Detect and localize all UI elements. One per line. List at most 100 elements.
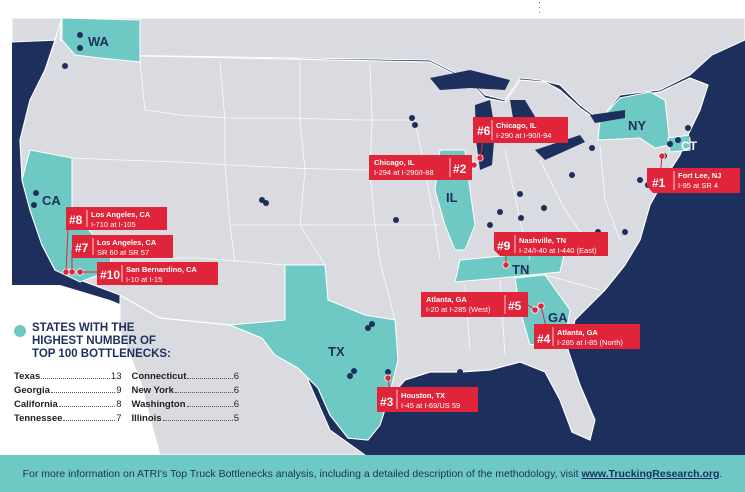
bottleneck-dot xyxy=(365,325,371,331)
legend-leader xyxy=(187,378,233,379)
bottleneck-dot xyxy=(393,217,399,223)
legend-count: 7 xyxy=(116,413,122,424)
callout-road: I-285 at I-85 (North) xyxy=(557,338,623,347)
canada-land xyxy=(11,17,745,121)
callout-rank: #8 xyxy=(69,213,83,227)
state-label-tn: TN xyxy=(512,262,529,277)
callout-road: SR 60 at SR 57 xyxy=(97,248,149,257)
callout-rank: #2 xyxy=(453,162,467,176)
legend-count: 6 xyxy=(233,399,239,410)
bottleneck-dot xyxy=(485,372,491,378)
footer-bar: For more information on ATRI's Top Truck… xyxy=(0,455,745,492)
bottleneck-dot xyxy=(385,369,391,375)
callout-city: Houston, TX xyxy=(401,391,445,400)
bottleneck-dot xyxy=(685,125,691,131)
bottleneck-dot xyxy=(62,63,68,69)
state-label-wa: WA xyxy=(88,34,110,49)
legend-row: Georgia 9 xyxy=(14,385,122,396)
state-ct xyxy=(667,134,691,153)
legend-header: STATES WITH THE HIGHEST NUMBER OF TOP 10… xyxy=(14,322,239,361)
bottleneck-dot xyxy=(347,373,353,379)
bottleneck-dot xyxy=(637,177,643,183)
legend-leader xyxy=(41,378,110,379)
callout-8: #8 Los Angeles, CA I-710 at I-105 xyxy=(66,207,167,230)
callout-road: I-20 at I-285 (West) xyxy=(426,305,491,314)
legend-leader xyxy=(162,420,233,421)
callout-road: I-290 at I-90/I-94 xyxy=(496,131,551,140)
legend-state: New York xyxy=(131,385,174,396)
bottleneck-dot xyxy=(589,145,595,151)
state-label-tx: TX xyxy=(328,344,345,359)
callout-road: I-45 at I-69/US 59 xyxy=(401,401,460,410)
legend-count: 8 xyxy=(116,399,122,410)
callout-5: Atlanta, GA I-20 at I-285 (West) #5 xyxy=(421,292,528,317)
callout-rank: #10 xyxy=(100,268,120,282)
bottleneck-dot xyxy=(541,205,547,211)
lake-ontario xyxy=(590,110,625,123)
footer-period: . xyxy=(719,467,723,480)
legend-leader xyxy=(186,406,233,407)
bottleneck-dot xyxy=(497,209,503,215)
bottleneck-dot xyxy=(77,32,83,38)
bottleneck-dot xyxy=(31,202,37,208)
legend-row: Illinois 5 xyxy=(132,413,240,424)
callout-rank: #9 xyxy=(497,239,511,253)
top-dots-decoration: · · · xyxy=(538,0,541,17)
callout-rank: #1 xyxy=(652,176,666,190)
bottleneck-dot xyxy=(263,200,269,206)
bottleneck-dot xyxy=(689,132,695,138)
bottleneck-dot xyxy=(555,147,561,153)
bottleneck-dot xyxy=(33,190,39,196)
legend-row: California 8 xyxy=(14,399,122,410)
legend-row: Texas 13 xyxy=(14,371,122,382)
callout-7: #7 Los Angeles, CA SR 60 at SR 57 xyxy=(72,235,173,258)
legend-state: Washington xyxy=(131,399,186,410)
trucking-research-link[interactable]: www.TruckingResearch.org xyxy=(581,467,720,480)
callout-city: Los Angeles, CA xyxy=(91,210,151,219)
callout-city: Fort Lee, NJ xyxy=(678,171,721,180)
state-label-il: IL xyxy=(446,190,458,205)
legend-state: Georgia xyxy=(14,385,50,396)
bottleneck-dot xyxy=(518,215,524,221)
callout-road: I-24/I-40 at I-440 (East) xyxy=(519,246,597,255)
legend-table: Texas 13 Connecticut 6 Georgia 9 New York 6 … xyxy=(14,371,239,424)
bottleneck-dot xyxy=(667,141,673,147)
bottleneck-dot xyxy=(517,191,523,197)
legend-state: California xyxy=(14,399,58,410)
legend-swatch xyxy=(14,325,26,337)
legend-count: 6 xyxy=(233,385,239,396)
bottleneck-dot xyxy=(622,229,628,235)
callout-rank: #3 xyxy=(380,395,394,409)
callout-rank: #5 xyxy=(508,299,522,313)
legend-state: Tennessee xyxy=(14,413,63,424)
bottleneck-dot xyxy=(615,282,621,288)
callout-city: Chicago, IL xyxy=(374,158,415,167)
legend-count: 13 xyxy=(110,371,122,382)
callout-6: #6 Chicago, IL I-290 at I-90/I-94 xyxy=(473,117,568,143)
callout-rank: #7 xyxy=(75,241,89,255)
callout-road: I-294 at I-290/I-88 xyxy=(374,168,434,177)
bottleneck-dot xyxy=(351,368,357,374)
callout-4: #4 Atlanta, GA I-285 at I-85 (North) xyxy=(534,324,640,349)
legend-leader xyxy=(50,392,116,393)
legend-count: 6 xyxy=(233,371,239,382)
callout-city: Chicago, IL xyxy=(496,121,537,130)
legend-row: Tennessee 7 xyxy=(14,413,122,424)
callout-3: #3 Houston, TX I-45 at I-69/US 59 xyxy=(377,387,478,412)
callout-city: San Bernardino, CA xyxy=(126,265,197,274)
state-tx xyxy=(229,264,399,441)
callout-1: #1 Fort Lee, NJ I-95 at SR 4 xyxy=(647,168,740,193)
legend-state: Texas xyxy=(14,371,41,382)
bottleneck-dot xyxy=(605,299,611,305)
callout-2: Chicago, IL I-294 at I-290/I-88 #2 xyxy=(369,155,472,180)
state-label-ny: NY xyxy=(628,118,646,133)
legend-row: Washington 6 xyxy=(132,399,240,410)
callout-road: I-95 at SR 4 xyxy=(678,181,718,190)
callout-city: Los Angeles, CA xyxy=(97,238,157,247)
state-label-ga: GA xyxy=(548,310,568,325)
legend-title: STATES WITH THE HIGHEST NUMBER OF TOP 10… xyxy=(32,322,171,360)
legend-row: Connecticut 6 xyxy=(132,371,240,382)
bottleneck-dot xyxy=(487,222,493,228)
page-top-strip xyxy=(0,0,745,18)
bottleneck-dot xyxy=(369,321,375,327)
